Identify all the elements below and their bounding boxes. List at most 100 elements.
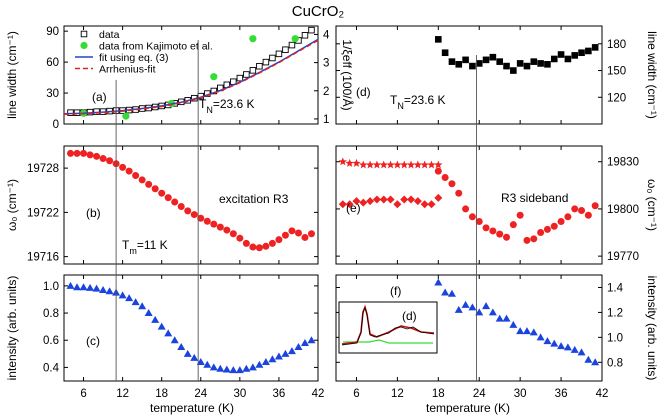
data-point-d — [578, 49, 585, 57]
data-point-f — [495, 314, 504, 322]
data-point-f — [509, 320, 518, 328]
data-point-c — [177, 343, 186, 351]
data-point-e — [400, 160, 409, 169]
data-point-b — [288, 227, 296, 235]
data-point-e — [359, 198, 368, 207]
y-tick-label-a: 30 — [46, 88, 59, 100]
data-point-b — [216, 223, 224, 231]
data-point-e — [434, 167, 442, 175]
data-point-f — [447, 289, 456, 297]
data-point-e — [413, 160, 423, 169]
data-point-e — [516, 211, 524, 219]
data-point-f — [563, 343, 572, 351]
data-point-c — [170, 336, 179, 344]
panel-f: 6 12 18 24 30 36 42 0.8 1.0 1.2 1.4 intensity (arb.… — [335, 274, 659, 400]
y-tick-label-f: 1.4 — [607, 282, 624, 294]
data-point-e — [557, 218, 565, 226]
data-point-e — [550, 222, 558, 230]
data-point-c — [209, 363, 218, 371]
inset-label: (d) — [402, 309, 417, 323]
y-axis-title-e: ω₀ (cm⁻¹) — [645, 179, 659, 231]
data-point-c — [294, 343, 303, 351]
data-point-b — [268, 239, 276, 247]
data-point-b — [158, 189, 166, 197]
data-point-a — [249, 67, 257, 74]
data-point-a — [67, 109, 74, 116]
data-point-e — [441, 173, 449, 181]
plot-frame-f — [335, 274, 603, 382]
data-point-a — [122, 112, 130, 120]
data-point-e — [359, 160, 368, 169]
data-point-b — [125, 167, 133, 175]
y-tick-label-b: 19722 — [27, 207, 59, 219]
data-point-d — [537, 60, 544, 67]
data-point-a — [262, 58, 270, 66]
panel-label-d: (d) — [356, 85, 371, 99]
data-point-c — [144, 309, 153, 317]
x-tick-label-f: 42 — [596, 388, 609, 400]
y-tick-label-d: 150 — [607, 66, 626, 78]
data-point-c — [183, 349, 192, 357]
data-point-e — [503, 233, 511, 241]
y2-tick-label-a: 1 — [323, 114, 329, 126]
annotation-d: TN=23.6 K — [390, 93, 446, 111]
data-point-b — [93, 152, 101, 160]
data-point-d — [585, 47, 592, 55]
data-point-a — [210, 73, 218, 81]
plot-frame-c — [63, 274, 319, 382]
data-point-b — [229, 230, 237, 238]
data-point-f — [536, 333, 545, 341]
data-point-e — [352, 197, 361, 206]
data-point-b — [99, 155, 107, 163]
data-point-f — [441, 288, 450, 296]
data-point-e — [379, 195, 388, 204]
data-point-b — [210, 220, 218, 228]
x-tick-label-f: 18 — [432, 388, 445, 400]
legend-label: Arrhenius-fit — [99, 64, 156, 76]
y-tick-label-d: 120 — [607, 92, 626, 104]
data-point-e — [489, 227, 497, 235]
y-axis-title-a: line width (cm⁻¹) — [5, 31, 19, 119]
inner-label-b: excitation R3 — [219, 192, 289, 206]
data-point-c — [281, 349, 290, 357]
data-point-e — [468, 213, 476, 221]
data-point-b — [132, 172, 140, 179]
data-point-b — [255, 244, 263, 252]
data-point-d — [591, 44, 599, 51]
data-point-b — [73, 149, 81, 157]
data-point-c — [86, 283, 95, 291]
y-axis-title-b: ω₀ (cm⁻¹) — [5, 179, 19, 231]
x-tick-label-f: 24 — [473, 388, 486, 400]
data-point-e — [345, 158, 354, 167]
data-point-b — [223, 226, 231, 234]
panel-label-b: (b) — [86, 206, 101, 220]
y-tick-label-f: 1.0 — [607, 332, 623, 344]
y-tick-label-f: 0.8 — [607, 357, 623, 369]
x-tick-label-c: 42 — [312, 388, 325, 400]
data-point-e — [366, 197, 375, 206]
data-point-d — [516, 60, 524, 67]
figure-title: CuCrO₂ — [292, 3, 345, 20]
data-point-c — [255, 360, 264, 368]
y-tick-label-c: 0.6 — [43, 335, 59, 347]
data-point-d — [448, 58, 456, 65]
data-point-f — [529, 328, 538, 336]
y-tick-label-a: 60 — [46, 57, 59, 69]
data-point-d — [557, 51, 565, 58]
data-point-a — [256, 62, 263, 70]
data-point-b — [281, 231, 289, 239]
data-point-e — [372, 195, 381, 204]
data-point-c — [287, 347, 296, 355]
data-point-e — [407, 195, 416, 204]
data-point-b — [67, 149, 75, 157]
data-point-f — [557, 342, 566, 350]
data-point-a — [243, 71, 250, 78]
data-point-b — [262, 242, 270, 250]
annotation-b: Tm=11 K — [122, 238, 168, 256]
data-point-c — [274, 352, 283, 360]
data-point-d — [482, 56, 490, 64]
data-point-f — [482, 302, 491, 310]
data-point-b — [80, 149, 88, 157]
data-point-c — [196, 357, 205, 365]
